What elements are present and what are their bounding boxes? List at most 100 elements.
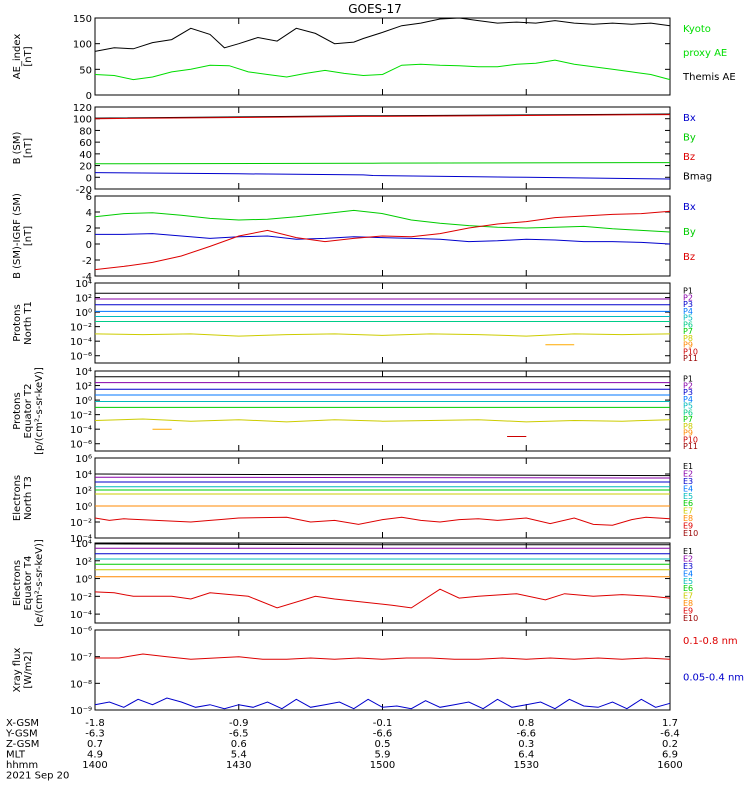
panel-frame	[94, 106, 671, 190]
y-tick-label: 40	[79, 150, 92, 161]
legend-entry: Bx	[683, 113, 696, 124]
series-e1	[94, 543, 670, 546]
legend-entry: P6	[683, 320, 693, 329]
y-axis-label: Protons	[12, 392, 23, 429]
y-tick-label: 10⁶	[75, 454, 92, 465]
y-axis-label: [e/(cm²-s-sr-keV)]	[34, 539, 45, 627]
orbit-value: 1530	[514, 760, 539, 771]
legend-entry: P4	[683, 395, 693, 404]
legend-entry: P7	[683, 327, 693, 336]
y-tick-label: -4	[82, 272, 92, 283]
series-e1	[94, 473, 671, 477]
y-tick-label: 10⁻⁴	[70, 610, 92, 621]
y-tick-label: 10⁰	[75, 308, 92, 319]
y-axis-label: B (SM)	[12, 131, 23, 164]
y-axis-label: [p/(cm²-s-sr-keV)]	[34, 367, 45, 455]
orbit-value: -0.1	[373, 718, 393, 729]
legend-entry: E8	[683, 599, 693, 608]
orbit-value: -6.4	[660, 729, 680, 740]
orbit-value: 1500	[370, 760, 395, 771]
y-axis-label: [nT]	[23, 46, 34, 66]
orbit-value: 0.3	[518, 739, 534, 750]
legend-entry: E10	[683, 529, 698, 538]
legend-entry: E6	[683, 584, 693, 593]
y-tick-label: 10²	[75, 382, 92, 393]
y-axis-label: Xray flux	[12, 648, 23, 693]
series-p8	[94, 418, 671, 423]
series-kyoto-proxy-ae	[94, 59, 671, 81]
panel-xray: 10⁻⁶ 10⁻⁷ 10⁻⁸ 10⁻⁹ Xray flux [W/m2] 0.1-0.8 n…	[12, 626, 744, 717]
orbit-row-label: Z-GSM	[6, 739, 39, 750]
y-tick-label: 10²	[75, 486, 92, 497]
legend-entry: P8	[683, 422, 693, 431]
y-tick-label: 4	[86, 208, 92, 219]
y-tick-label: 100	[73, 40, 92, 51]
legend-entry: P8	[683, 334, 693, 343]
y-tick-label: 10⁻⁴	[70, 425, 92, 436]
y-tick-label: 10⁻²	[70, 518, 92, 529]
legend-entry: P6	[683, 408, 693, 417]
legend-entry: E9	[683, 606, 693, 615]
y-tick-label: 10⁴	[75, 539, 92, 550]
legend-entry: Bx	[683, 202, 696, 213]
y-tick-label: -2	[82, 256, 92, 267]
y-tick-label: 10⁻⁴	[70, 534, 92, 545]
y-axis-label: Equator T2	[23, 384, 34, 439]
legend-entry: P5	[683, 402, 693, 411]
y-axis-label: Electrons	[12, 560, 23, 606]
legend-entry: P9	[683, 341, 693, 350]
legend-entry: proxy AE	[683, 48, 727, 59]
y-tick-label: -20	[76, 185, 92, 196]
series-bz	[94, 114, 671, 120]
orbit-row-label: X-GSM	[6, 718, 39, 729]
orbit-value: -1.8	[85, 718, 105, 729]
y-axis-label: North T3	[23, 476, 34, 520]
legend-entry: P1	[683, 287, 693, 296]
y-axis-label: Electrons	[12, 475, 23, 521]
legend-entry: E9	[683, 521, 693, 530]
panel-ae: 0 50 100 150 AE_index [nT] Kyoto proxy AE Themis…	[12, 14, 736, 102]
legend-entry: P3	[683, 300, 693, 309]
y-axis-label: [nT]	[23, 226, 34, 246]
series-0-1-0-8-nm	[95, 653, 671, 660]
legend-entry: E10	[683, 614, 698, 623]
orbit-value: 5.4	[231, 750, 247, 761]
legend-entry: 0.1-0.8 nm	[683, 636, 738, 647]
legend-entry: E5	[683, 577, 693, 586]
y-tick-label: 10⁻⁴	[70, 337, 92, 348]
orbit-value: 1400	[82, 760, 107, 771]
legend-entry: P9	[683, 429, 693, 438]
legend-entry: Bz	[683, 252, 695, 263]
series-by	[94, 209, 671, 233]
panel-frame	[94, 542, 671, 624]
series-e9	[94, 516, 671, 526]
orbit-value: 0.2	[662, 739, 678, 750]
legend-entry: P11	[683, 442, 698, 451]
series-p8	[94, 333, 671, 337]
y-tick-label: 80	[79, 126, 92, 137]
legend-entry: E3	[683, 562, 693, 571]
panel-prot_t1: 10⁴ 10² 10⁰ 10⁻² 10⁻⁴ 10⁻⁶ Protons North T1 P1P2…	[12, 279, 698, 364]
y-tick-label: 10⁰	[75, 575, 92, 586]
legend-entry: P2	[683, 381, 693, 390]
orbit-value: -6.5	[229, 729, 249, 740]
series-e2	[94, 476, 671, 479]
legend-entry: By	[683, 227, 696, 238]
y-tick-label: 120	[73, 103, 92, 114]
y-tick-label: 10⁻²	[70, 592, 92, 603]
y-tick-label: 10²	[75, 294, 92, 305]
series-by	[94, 162, 671, 165]
orbit-value: 6.4	[518, 750, 534, 761]
date-label: 2021 Sep 20	[6, 771, 69, 782]
y-tick-label: 10⁴	[75, 470, 92, 481]
y-tick-label: 2	[86, 224, 92, 235]
y-tick-label: 0	[86, 173, 92, 184]
y-tick-label: 150	[73, 14, 92, 25]
y-tick-label: 10⁰	[75, 502, 92, 513]
series-e9	[94, 588, 671, 609]
panel-elec_t4: 10⁴ 10² 10⁰ 10⁻² 10⁻⁴ Electrons Equator T4 [e/(…	[12, 539, 698, 627]
y-tick-label: 10⁻⁶	[70, 352, 92, 363]
legend-entry: 0.05-0.4 nm	[683, 672, 744, 683]
orbit-value: 0.5	[375, 739, 391, 750]
panel-frame	[94, 629, 671, 711]
